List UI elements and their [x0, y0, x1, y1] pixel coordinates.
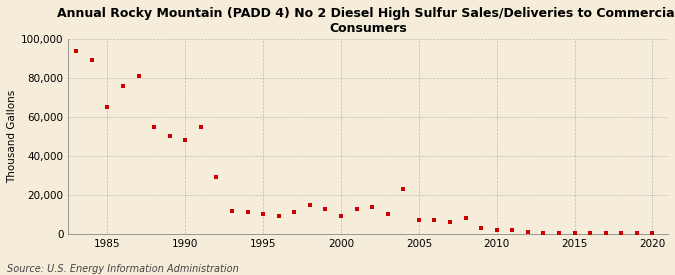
Point [491, 228, 502, 232]
Point [460, 216, 471, 221]
Point [647, 231, 658, 236]
Point [180, 138, 190, 142]
Point [133, 74, 144, 78]
Text: Source: U.S. Energy Information Administration: Source: U.S. Energy Information Administ… [7, 264, 238, 274]
Point [476, 226, 487, 230]
Y-axis label: Thousand Gallons: Thousand Gallons [7, 90, 17, 183]
Point [429, 218, 440, 222]
Point [507, 228, 518, 232]
Point [616, 231, 626, 236]
Point [196, 125, 207, 129]
Point [273, 214, 284, 219]
Point [71, 48, 82, 53]
Point [538, 231, 549, 235]
Point [258, 212, 269, 217]
Point [522, 230, 533, 234]
Point [600, 231, 611, 236]
Point [164, 134, 175, 139]
Point [382, 212, 393, 217]
Point [86, 58, 97, 62]
Point [148, 125, 159, 129]
Point [569, 231, 580, 236]
Point [242, 210, 253, 215]
Point [414, 218, 425, 222]
Point [289, 210, 300, 215]
Point [304, 202, 315, 207]
Point [398, 187, 408, 191]
Point [632, 231, 643, 236]
Point [227, 208, 238, 213]
Point [554, 231, 564, 235]
Point [320, 206, 331, 211]
Point [351, 206, 362, 211]
Title: Annual Rocky Mountain (PADD 4) No 2 Diesel High Sulfur Sales/Deliveries to Comme: Annual Rocky Mountain (PADD 4) No 2 Dies… [57, 7, 675, 35]
Point [445, 220, 456, 224]
Point [335, 214, 346, 219]
Point [585, 231, 595, 236]
Point [102, 105, 113, 109]
Point [367, 204, 377, 209]
Point [117, 84, 128, 88]
Point [211, 175, 222, 180]
